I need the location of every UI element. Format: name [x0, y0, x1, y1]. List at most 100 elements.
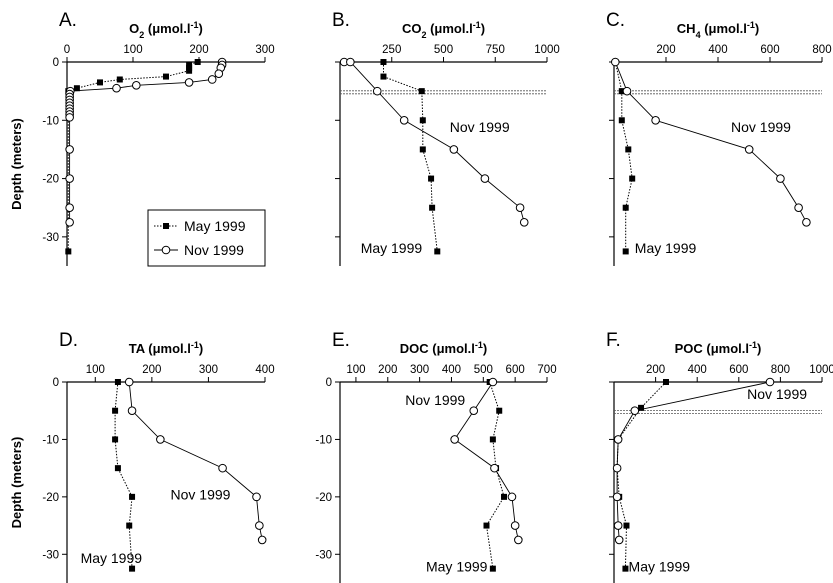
data-point [514, 535, 523, 545]
series-annotation: Nov 1999 [450, 119, 510, 135]
title-units: (μmol.l [145, 341, 191, 356]
series-nov-1999 [611, 57, 811, 227]
data-point [622, 204, 629, 211]
title-close: ) [757, 341, 761, 356]
legend-marker [161, 245, 171, 255]
data-point [489, 565, 496, 572]
title-units: (μmol.l [429, 341, 475, 356]
x-tick-label: 700 [537, 364, 556, 376]
data-point [252, 492, 261, 502]
data-point [488, 377, 498, 387]
data-point [184, 78, 194, 87]
data-point [419, 146, 426, 153]
data-point [663, 379, 669, 385]
y-tick-label: -30 [315, 549, 332, 561]
title-close: ) [481, 21, 485, 36]
series-line [128, 381, 263, 540]
data-point [156, 435, 165, 444]
x-tick-label: 100 [86, 364, 105, 376]
data-point [449, 145, 459, 154]
panel-title: O2 (μmol.l-1) [129, 20, 203, 40]
panel-letter: E. [332, 330, 350, 351]
x-tick-label: 1000 [534, 44, 560, 56]
data-point [114, 379, 121, 385]
data-point [65, 248, 72, 255]
data-point [629, 175, 636, 182]
x-tick-label: 300 [199, 364, 218, 376]
data-point [429, 204, 436, 211]
series-may-1999 [483, 379, 508, 572]
series-line [614, 61, 807, 223]
data-point [132, 81, 141, 90]
data-point [129, 565, 136, 572]
series-nov-1999 [65, 57, 227, 227]
series-annotation: Nov 1999 [405, 392, 465, 408]
title-exponent: -1 [191, 20, 199, 30]
series-nov-1999 [450, 377, 523, 545]
y-tick-label: -10 [42, 434, 59, 446]
data-point [765, 377, 775, 387]
legend-box [147, 209, 266, 267]
panel-letter: A. [59, 10, 77, 31]
data-point [613, 521, 623, 530]
legend-label: Nov 1999 [184, 242, 244, 258]
title-close: ) [199, 341, 203, 356]
y-tick-label: -30 [42, 232, 59, 244]
panel-d: D. TA (μmol.l-1) 100 200 300 400 0 -10 -20 -30 Dep… [9, 330, 275, 583]
x-tick-label: 400 [442, 364, 461, 376]
x-tick-label: 400 [688, 364, 707, 376]
data-point [630, 406, 640, 416]
data-point [114, 465, 121, 472]
data-point [207, 75, 217, 84]
data-point [65, 145, 74, 154]
data-point [124, 377, 134, 387]
data-point [613, 435, 623, 444]
data-point [490, 463, 499, 473]
x-tick-label: 0 [64, 44, 70, 56]
data-point [638, 404, 645, 411]
series-annotation: May 1999 [81, 550, 143, 566]
legend-marker [163, 223, 169, 229]
panel-letter: B. [332, 10, 350, 31]
data-point [218, 463, 227, 473]
data-point [186, 67, 193, 74]
series-line [383, 62, 438, 252]
panel-title: CO2 (μmol.l-1) [402, 20, 485, 40]
title-subscript: 2 [421, 30, 426, 40]
data-point [469, 406, 479, 416]
panel-title: POC (μmol.l-1) [675, 340, 762, 356]
x-tick-label: 200 [142, 364, 161, 376]
data-point [483, 522, 490, 529]
data-point [623, 522, 630, 529]
title-variable: O [129, 21, 139, 36]
x-tick-label: 750 [486, 44, 505, 56]
title-variable: CO [402, 21, 422, 36]
x-tick-label: 600 [506, 364, 525, 376]
series-nov-1999 [124, 377, 267, 545]
x-tick-label: 100 [346, 364, 365, 376]
data-point [418, 88, 425, 95]
series-may-1999 [380, 59, 441, 255]
title-exponent: -1 [749, 340, 757, 350]
title-variable: CH [677, 21, 696, 36]
y-tick-label: 0 [326, 377, 332, 389]
legend-label: May 1999 [184, 218, 246, 234]
title-units: (μmol.l [701, 21, 747, 36]
title-subscript: 2 [139, 30, 144, 40]
y-tick-label: -20 [315, 492, 332, 504]
data-point [614, 535, 624, 545]
y-axis-label: Depth (meters) [9, 437, 24, 529]
data-point [434, 248, 441, 255]
data-point [651, 115, 660, 125]
data-point [428, 175, 435, 182]
data-point [480, 174, 490, 183]
title-units: (μmol.l [144, 21, 190, 36]
x-tick-label: 400 [708, 44, 727, 56]
data-point [112, 436, 119, 443]
x-tick-label: 400 [255, 364, 274, 376]
title-units: (μmol.l [426, 21, 472, 36]
data-point [515, 203, 525, 213]
y-axis-label: Depth (meters) [9, 118, 24, 210]
